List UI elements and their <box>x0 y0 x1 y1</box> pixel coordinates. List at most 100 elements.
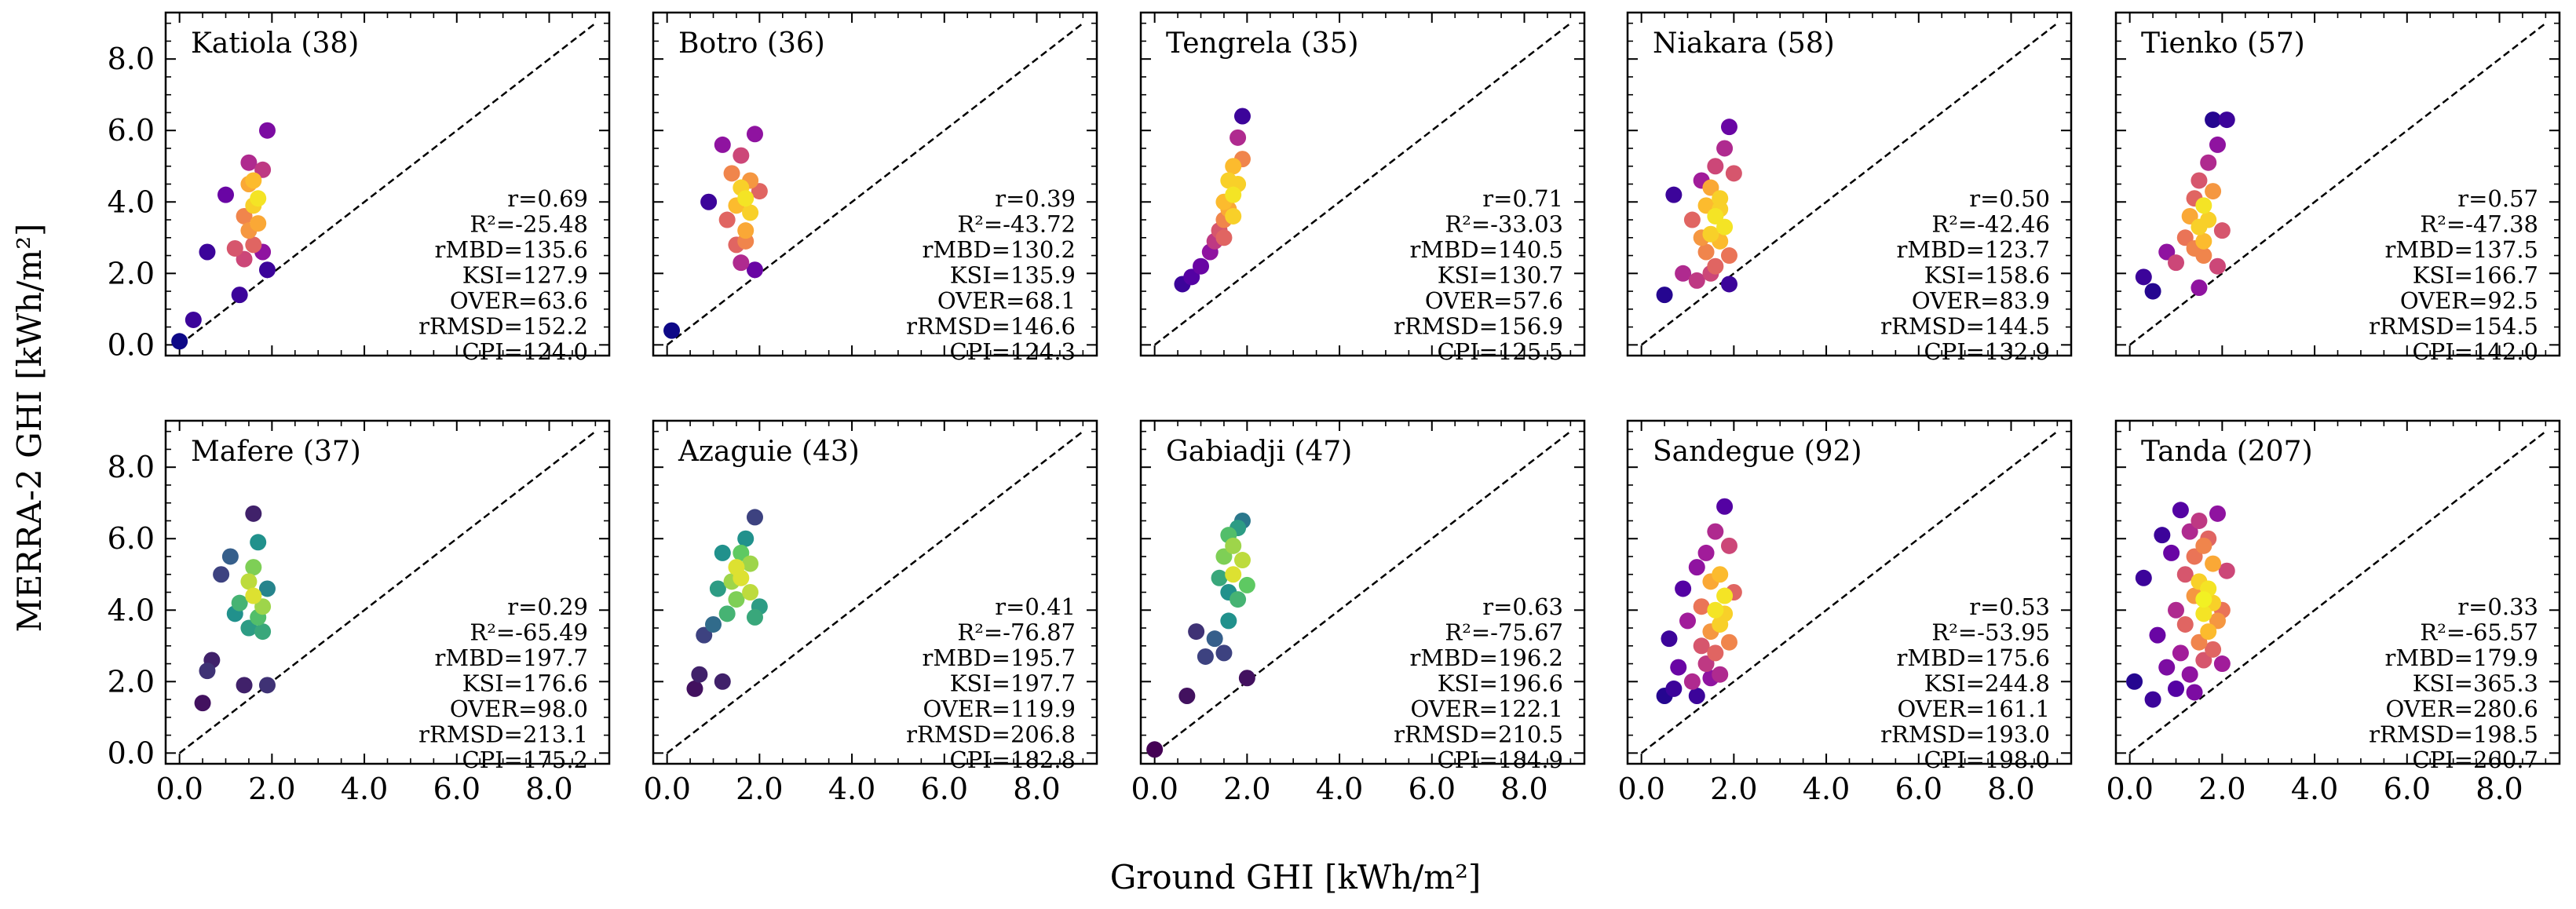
x-tick-label: 6.0 <box>1409 772 1456 806</box>
x-tick-label: 8.0 <box>1013 772 1060 806</box>
scatter-point <box>1225 207 1242 225</box>
stat-label: CPI=260.7 <box>2413 747 2538 773</box>
scatter-point <box>718 605 736 622</box>
stat-label: rMBD=195.7 <box>923 644 1076 671</box>
scatter-point <box>171 333 188 350</box>
scatter-point <box>2176 566 2194 583</box>
panel-title: Sandegue (92) <box>1653 436 1862 468</box>
scatter-point <box>2209 612 2226 630</box>
scatter-point <box>737 190 755 207</box>
scatter-point <box>1716 587 1734 604</box>
scatter-point <box>1707 207 1724 225</box>
x-tick-label: 2.0 <box>1223 772 1270 806</box>
scatter-point <box>1225 158 1242 175</box>
scatter-point <box>217 186 235 203</box>
x-tick-label: 8.0 <box>1987 772 2034 806</box>
scatter-point <box>1720 276 1737 293</box>
scatter-point <box>258 122 276 139</box>
scatter-point <box>1206 630 1223 648</box>
scatter-point <box>236 250 253 268</box>
panel: Botro (36) r=0.39R²=-43.72rMBD=130.2KSI=1… <box>652 11 1098 365</box>
scatter-point <box>254 623 272 641</box>
panel-title: Azaguie (43) <box>678 436 860 468</box>
stat-label: KSI=158.6 <box>1924 262 2050 289</box>
scatter-point <box>1693 637 1710 655</box>
stat-label: rRMSD=210.5 <box>1394 721 1563 748</box>
stat-label: OVER=98.0 <box>450 695 588 722</box>
scatter-point <box>231 287 248 304</box>
stat-label: KSI=135.9 <box>950 262 1076 289</box>
axes-frame <box>2114 419 2561 765</box>
scatter-point <box>1225 566 1242 583</box>
panel-title: Botro (36) <box>678 27 825 60</box>
stat-label: r=0.63 <box>1482 593 1563 620</box>
stat-label: r=0.29 <box>507 593 588 620</box>
scatter-point <box>1675 265 1692 282</box>
scatter-point <box>742 204 759 221</box>
panel-title: Tienko (57) <box>2141 27 2305 60</box>
panel: Niakara (58) r=0.50R²=-42.46rMBD=123.7KSI… <box>1626 11 2073 365</box>
scatter-point <box>245 505 262 522</box>
scatter-point <box>723 165 740 182</box>
scatter-point <box>236 207 253 225</box>
scatter-point <box>2135 268 2152 286</box>
stat-label: r=0.41 <box>995 593 1076 620</box>
stat-label: rMBD=196.2 <box>1410 644 1563 671</box>
stat-label: rMBD=197.7 <box>435 644 588 671</box>
scatter-point <box>1230 591 1247 608</box>
scatter-point <box>1230 129 1247 146</box>
scatter-point <box>245 236 262 254</box>
stat-label: CPI=184.9 <box>1438 747 1563 773</box>
scatter-point <box>231 594 248 611</box>
scatter-point <box>733 254 750 272</box>
scatter-point <box>194 695 211 712</box>
scatter-point <box>2144 283 2161 300</box>
axes-frame <box>1626 419 2073 765</box>
scatter-point <box>245 172 262 189</box>
scatter-point <box>199 243 216 261</box>
stat-label: KSI=166.7 <box>2413 262 2538 289</box>
scatter-point <box>250 215 267 232</box>
panel: 0.0 2.0 4.0 6.0 8.0 Gabiadji (47) r=0.63R²=-75… <box>1131 419 1586 806</box>
panel: Tienko (57) r=0.57R²=-47.38rMBD=137.5KSI=… <box>2114 11 2561 365</box>
scatter-point <box>2135 569 2152 586</box>
panel-title: Niakara (58) <box>1653 27 1835 60</box>
scatter-point <box>2186 684 2203 701</box>
scatter-point <box>1693 598 1710 615</box>
scatter-point <box>254 161 272 178</box>
stat-label: OVER=63.6 <box>450 287 588 314</box>
scatter-point <box>1675 580 1692 597</box>
scatter-point <box>2205 555 2222 572</box>
stat-label: rMBD=123.7 <box>1897 236 2050 263</box>
scatter-point <box>1670 659 1687 676</box>
scatter-point <box>1720 247 1737 265</box>
x-tick-label: 2.0 <box>736 772 783 806</box>
stat-label: rRMSD=193.0 <box>1880 721 2050 748</box>
scatter-point <box>733 544 750 561</box>
stat-label: rMBD=130.2 <box>923 236 1076 263</box>
scatter-point <box>2200 211 2217 228</box>
scatter-point <box>2209 505 2226 522</box>
stat-label: rRMSD=144.5 <box>1880 313 2050 340</box>
stat-label: CPI=198.0 <box>1924 747 2050 773</box>
scatter-point <box>2205 641 2222 658</box>
stat-label: rRMSD=152.2 <box>418 313 588 340</box>
stat-label: rRMSD=198.5 <box>2369 721 2538 748</box>
scatter-point <box>1215 644 1233 662</box>
scatter-point <box>1193 257 1210 275</box>
scatter-point <box>1707 523 1724 540</box>
scatter-point <box>2172 644 2189 662</box>
y-tick-label: 8.0 <box>108 42 155 76</box>
scatter-point <box>1238 576 1255 593</box>
scatter-point <box>250 190 267 207</box>
scatter-point <box>2163 544 2180 561</box>
scatter-point <box>1697 544 1715 561</box>
x-tick-label: 2.0 <box>248 772 295 806</box>
y-tick-label: 4.0 <box>108 184 155 219</box>
stat-label: R²=-65.57 <box>2420 619 2538 646</box>
scatter-point <box>2149 626 2166 644</box>
panel-title: Katiola (38) <box>191 27 359 60</box>
scatter-point <box>737 222 755 239</box>
stat-label: rMBD=179.9 <box>2385 644 2538 671</box>
x-tick-label: 6.0 <box>2384 772 2431 806</box>
